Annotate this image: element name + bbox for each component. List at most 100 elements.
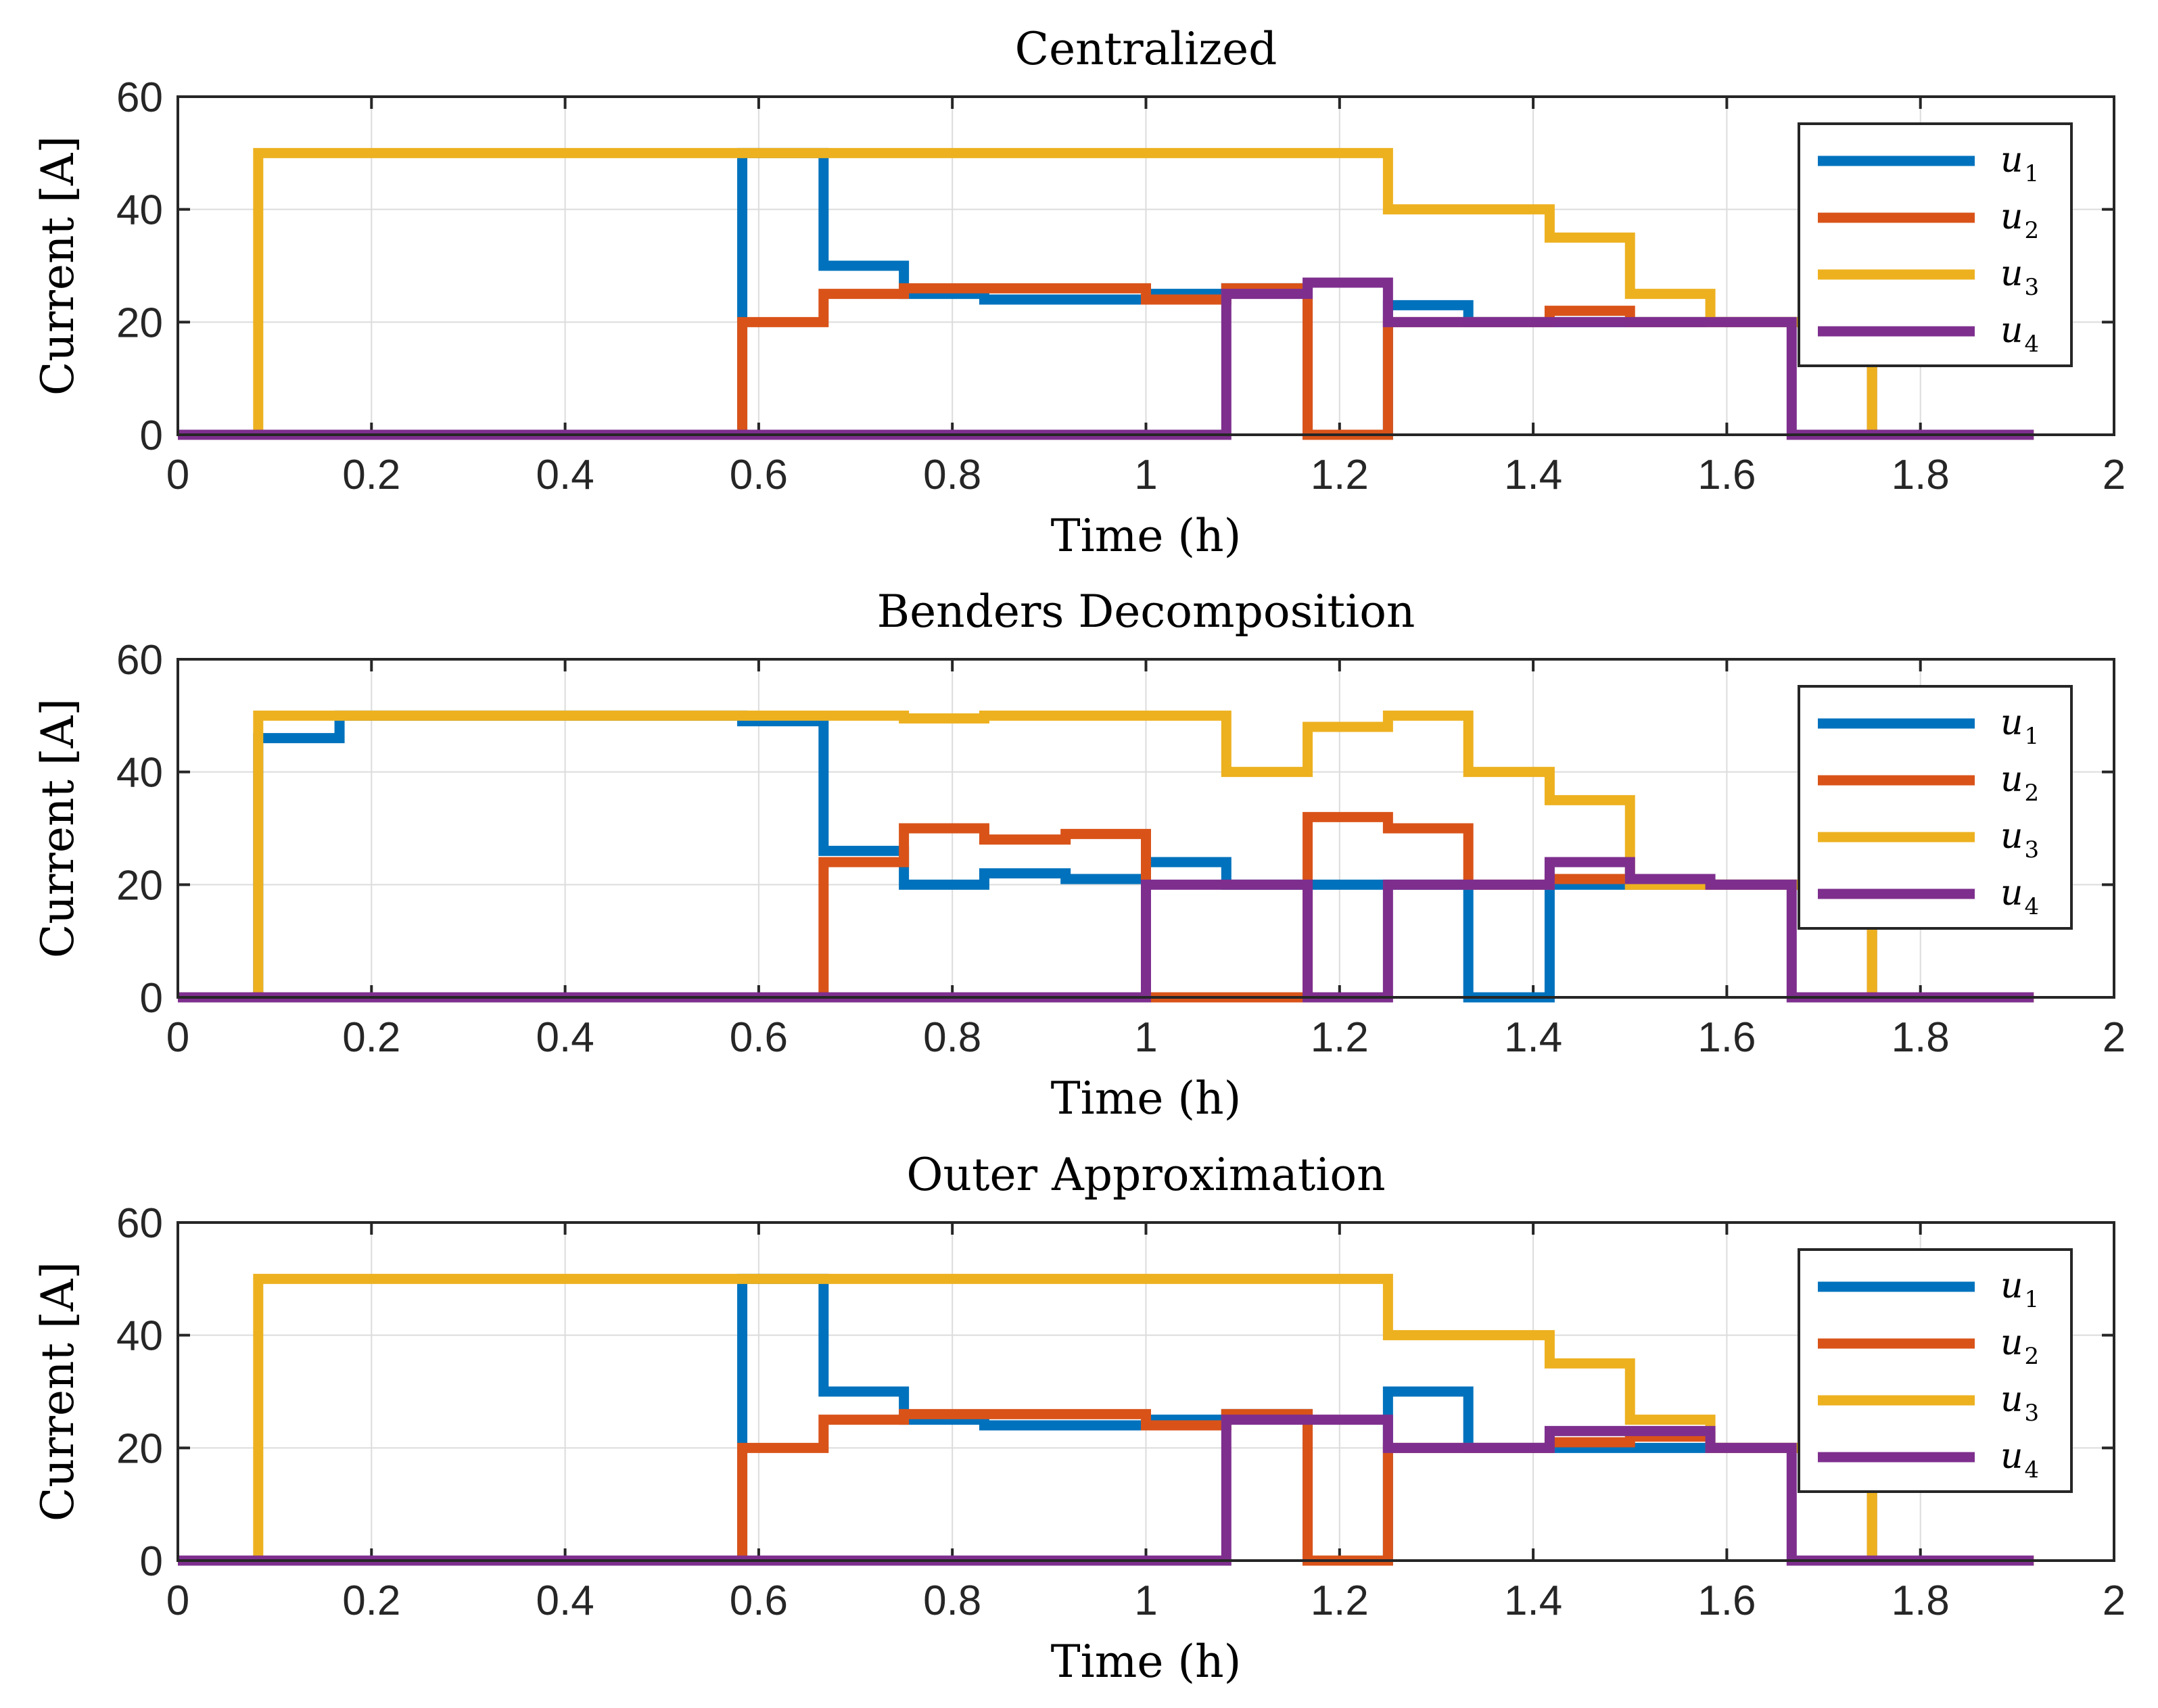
y-tick-label: 40 xyxy=(116,187,163,234)
x-tick-label: 0.8 xyxy=(923,1577,981,1624)
legend-label-base: u xyxy=(2000,140,2023,181)
x-axis-label: Time (h) xyxy=(1051,1636,1242,1688)
plot-frame xyxy=(177,1221,2115,1562)
x-tick-label: 1.8 xyxy=(1892,1014,1950,1061)
x-tick-label: 0.6 xyxy=(730,1577,788,1624)
legend-label-subscript: 4 xyxy=(2025,1456,2040,1484)
x-axis-label: Time (h) xyxy=(1051,1072,1242,1124)
x-tick-label: 1 xyxy=(1134,1577,1157,1624)
x-tick-label: 1.6 xyxy=(1697,452,1756,498)
chart-title: Centralized xyxy=(1015,23,1277,75)
legend-label-base: u xyxy=(2000,759,2023,800)
x-tick-label: 1.6 xyxy=(1697,1577,1756,1624)
x-tick-label: 1.4 xyxy=(1504,1577,1562,1624)
x-tick-label: 1.4 xyxy=(1504,1014,1562,1061)
legend-label-base: u xyxy=(2000,1323,2023,1363)
legend-entry-u2: u2 xyxy=(2000,197,2039,244)
x-tick-label: 0.6 xyxy=(730,452,788,498)
y-tick-label: 0 xyxy=(140,975,163,1022)
legend-label-base: u xyxy=(2000,703,2023,743)
x-tick-label: 0 xyxy=(166,1014,189,1061)
y-tick-label: 20 xyxy=(116,300,163,346)
x-axis-label: Time (h) xyxy=(1051,510,1242,562)
x-tick-label: 0.2 xyxy=(342,1014,400,1061)
x-tick-label: 1.6 xyxy=(1697,1014,1756,1061)
legend-label-subscript: 2 xyxy=(2025,1343,2040,1370)
x-tick-label: 1.4 xyxy=(1504,452,1562,498)
y-tick-label: 40 xyxy=(116,750,163,797)
x-tick-label: 0.4 xyxy=(536,1577,594,1624)
legend-label-base: u xyxy=(2000,1436,2023,1477)
chart-panel-2: Benders Decomposition 0 0.2 0.4 0.6 0.8 1 1.2 1.… xyxy=(32,586,2126,1124)
legend-label-subscript: 2 xyxy=(2025,217,2040,244)
x-tick-label: 2 xyxy=(2103,1014,2126,1061)
x-tick-label: 2 xyxy=(2103,452,2126,498)
legend-entry-u4: u4 xyxy=(2000,1436,2039,1484)
y-tick-label: 40 xyxy=(116,1313,163,1360)
x-tick-label: 0.4 xyxy=(536,1014,594,1061)
legend-entry-u3: u3 xyxy=(2000,1379,2039,1427)
plot-frame xyxy=(177,95,2115,436)
x-tick-label: 0.6 xyxy=(730,1014,788,1061)
y-axis-label: Current [A] xyxy=(32,1262,84,1521)
series-line-u3 xyxy=(178,710,2034,1003)
legend-label-subscript: 3 xyxy=(2025,836,2040,863)
legend-label-base: u xyxy=(2000,310,2023,351)
legend-label-base: u xyxy=(2000,816,2023,857)
x-tick-label: 1 xyxy=(1134,1014,1157,1061)
y-tick-label: 0 xyxy=(140,1538,163,1585)
x-tick-label: 1.2 xyxy=(1311,1014,1369,1061)
legend-label-base: u xyxy=(2000,197,2023,237)
y-tick-label: 60 xyxy=(116,74,163,121)
legend-label-base: u xyxy=(2000,254,2023,294)
x-tick-label: 1 xyxy=(1134,452,1157,498)
legend-label-subscript: 3 xyxy=(2025,274,2040,301)
chart-title: Outer Approximation xyxy=(906,1149,1385,1201)
legend-entry-u4: u4 xyxy=(2000,873,2039,920)
x-tick-label: 0 xyxy=(166,1577,189,1624)
legend-label-subscript: 1 xyxy=(2025,723,2040,750)
legend-entry-u4: u4 xyxy=(2000,310,2039,358)
legend-label-subscript: 1 xyxy=(2025,160,2040,187)
legend-entry-u2: u2 xyxy=(2000,759,2039,807)
x-tick-label: 0.2 xyxy=(342,1577,400,1624)
legend-label-subscript: 2 xyxy=(2025,780,2040,807)
y-tick-label: 60 xyxy=(116,1200,163,1247)
chart-panel-3: Outer Approximation 0 0.2 0.4 0.6 0.8 1 1.2 1.4 1… xyxy=(32,1149,2126,1688)
legend-label-base: u xyxy=(2000,873,2023,914)
x-tick-label: 0.8 xyxy=(923,1014,981,1061)
legend-label-base: u xyxy=(2000,1266,2023,1306)
x-tick-label: 0.8 xyxy=(923,452,981,498)
y-axis-label: Current [A] xyxy=(32,698,84,958)
x-tick-label: 1.8 xyxy=(1892,452,1950,498)
legend-entry-u3: u3 xyxy=(2000,254,2039,301)
x-tick-label: 1.2 xyxy=(1311,452,1369,498)
legend-label-subscript: 1 xyxy=(2025,1286,2040,1313)
legend-entry-u2: u2 xyxy=(2000,1323,2039,1370)
legend-entry-u1: u1 xyxy=(2000,703,2039,750)
legend-entry-u1: u1 xyxy=(2000,140,2039,187)
legend-entry-u3: u3 xyxy=(2000,816,2039,863)
y-tick-label: 20 xyxy=(116,1425,163,1472)
plot-frame xyxy=(177,658,2115,999)
x-tick-label: 0.2 xyxy=(342,452,400,498)
legend-label-base: u xyxy=(2000,1379,2023,1420)
y-tick-label: 0 xyxy=(140,412,163,459)
x-tick-label: 0.4 xyxy=(536,452,594,498)
chart-title: Benders Decomposition xyxy=(877,586,1415,638)
legend-entry-u1: u1 xyxy=(2000,1266,2039,1313)
x-tick-label: 0 xyxy=(166,452,189,498)
y-axis-label: Current [A] xyxy=(32,136,84,396)
legend-label-subscript: 4 xyxy=(2025,331,2040,358)
legend-label-subscript: 4 xyxy=(2025,893,2040,920)
x-tick-label: 1.8 xyxy=(1892,1577,1950,1624)
y-tick-label: 60 xyxy=(116,637,163,684)
x-tick-label: 1.2 xyxy=(1311,1577,1369,1624)
legend-label-subscript: 3 xyxy=(2025,1400,2040,1427)
y-tick-label: 20 xyxy=(116,862,163,909)
